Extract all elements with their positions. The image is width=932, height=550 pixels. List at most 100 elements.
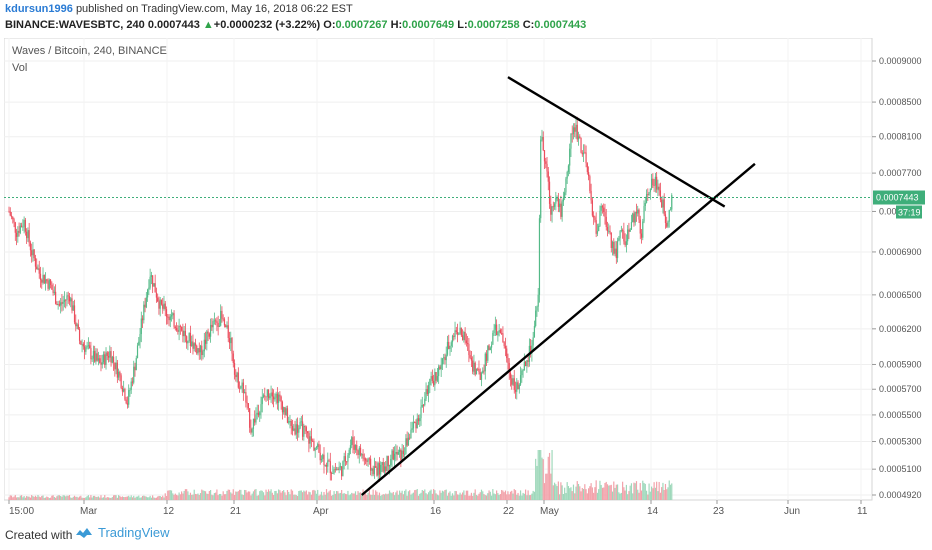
volume-bar xyxy=(24,497,26,500)
volume-bar xyxy=(606,484,609,500)
volume-bar xyxy=(39,497,42,500)
candle-body xyxy=(664,214,667,223)
candle-body xyxy=(386,456,388,472)
volume-bar xyxy=(288,491,290,500)
volume-bar xyxy=(623,487,625,500)
volume-bar xyxy=(197,493,199,500)
candle-body xyxy=(375,466,377,468)
volume-bar xyxy=(366,494,368,500)
volume-bar xyxy=(216,489,218,500)
candle-body xyxy=(496,324,498,336)
candle-body xyxy=(84,346,86,352)
volume-bar xyxy=(448,492,450,500)
trendline-support[interactable] xyxy=(361,162,756,496)
volume-bar xyxy=(333,491,335,500)
volume-bar xyxy=(246,492,248,500)
volume-bar xyxy=(435,493,437,500)
candle-body xyxy=(269,395,271,399)
volume-bar xyxy=(358,492,360,500)
candle-body xyxy=(638,209,640,220)
volume-bar xyxy=(407,491,410,500)
volume-bar xyxy=(207,493,209,500)
high-label: H: xyxy=(390,19,403,31)
candle-body xyxy=(614,248,616,254)
volume-bar xyxy=(17,497,19,500)
candle-body xyxy=(414,422,416,423)
candle-body xyxy=(445,354,447,361)
candle-body xyxy=(550,203,552,215)
candle-body xyxy=(507,358,509,363)
candle-body xyxy=(106,352,108,356)
volume-bar xyxy=(43,497,45,500)
volume-bar xyxy=(192,494,194,500)
volume-bar xyxy=(410,494,412,500)
y-tick-label: 0.0008100 xyxy=(879,132,922,142)
candle-body xyxy=(449,345,451,349)
trendline-resistance[interactable] xyxy=(507,76,726,208)
volume-bar xyxy=(506,494,508,500)
candle-body xyxy=(189,333,192,346)
candle-body xyxy=(610,232,612,248)
candle-body xyxy=(310,436,312,441)
candle-body xyxy=(649,188,651,193)
publish-info: kdursun1996 published on TradingView.com… xyxy=(5,3,353,15)
candle-body xyxy=(52,289,54,293)
volume-bar xyxy=(519,490,522,500)
volume-bar xyxy=(580,491,582,500)
volume-bar xyxy=(183,490,185,500)
candle-body xyxy=(319,452,321,461)
volume-bar xyxy=(528,495,530,500)
volume-bar xyxy=(318,495,320,500)
candle-body xyxy=(390,458,392,466)
candle-body xyxy=(53,291,55,293)
volume-bar xyxy=(72,496,74,500)
volume-bar xyxy=(574,493,576,500)
candle-body xyxy=(584,152,586,154)
volume-bar xyxy=(370,494,372,500)
volume-bar xyxy=(107,497,110,500)
author-link[interactable]: kdursun1996 xyxy=(5,3,73,15)
candle-body xyxy=(75,322,77,327)
candle-body xyxy=(68,296,71,302)
price-chart[interactable]: 0.0009000 0.0008500 0.0008100 0.0007700 0.00… xyxy=(3,37,928,518)
tradingview-brand[interactable]: TradingView xyxy=(75,525,170,540)
candle-body xyxy=(27,230,29,239)
candle-body xyxy=(33,249,35,259)
volume-bar xyxy=(450,495,452,500)
published-text: published on TradingView.com, May 16, 20… xyxy=(75,3,353,15)
volume-bar xyxy=(657,491,659,500)
volume-bar xyxy=(19,495,21,500)
volume-bar xyxy=(387,493,389,500)
price-axis[interactable]: 0.0009000 0.0008500 0.0008100 0.0007700 0.00… xyxy=(872,56,925,500)
candle-body xyxy=(233,363,236,375)
candle-body xyxy=(264,395,266,397)
volume-bar xyxy=(462,492,464,500)
volume-bar xyxy=(218,493,221,500)
candle-body xyxy=(315,447,318,448)
chart-area[interactable]: 0.0009000 0.0008500 0.0008100 0.0007700 0.00… xyxy=(3,37,928,518)
y-tick-label: 0.0005900 xyxy=(879,359,922,369)
candle-body xyxy=(420,406,422,419)
candle-body xyxy=(566,171,568,179)
candle-body xyxy=(85,347,87,352)
candle-body xyxy=(55,291,57,304)
volume-bar xyxy=(188,495,190,500)
candle-body xyxy=(506,348,508,359)
time-axis[interactable]: 15:00 Mar 12 21 Apr 16 22 May 14 23 Jun 11 xyxy=(8,500,868,517)
volume-bar xyxy=(330,495,333,500)
candle-body xyxy=(130,381,132,390)
volume-bar xyxy=(228,489,231,500)
volume-bar xyxy=(523,493,525,500)
volume-bar xyxy=(237,491,239,500)
volume-bar xyxy=(53,496,55,500)
volume-bar xyxy=(212,495,214,500)
volume-bar xyxy=(475,494,478,500)
candle-body xyxy=(453,335,455,337)
candle-body xyxy=(362,454,364,459)
volume-bar xyxy=(513,489,515,500)
volume-bar xyxy=(242,495,244,500)
volume-bar xyxy=(601,487,604,500)
close-value: 0.0007443 xyxy=(534,19,587,31)
volume-bar xyxy=(123,496,125,500)
candle-body xyxy=(314,447,316,451)
